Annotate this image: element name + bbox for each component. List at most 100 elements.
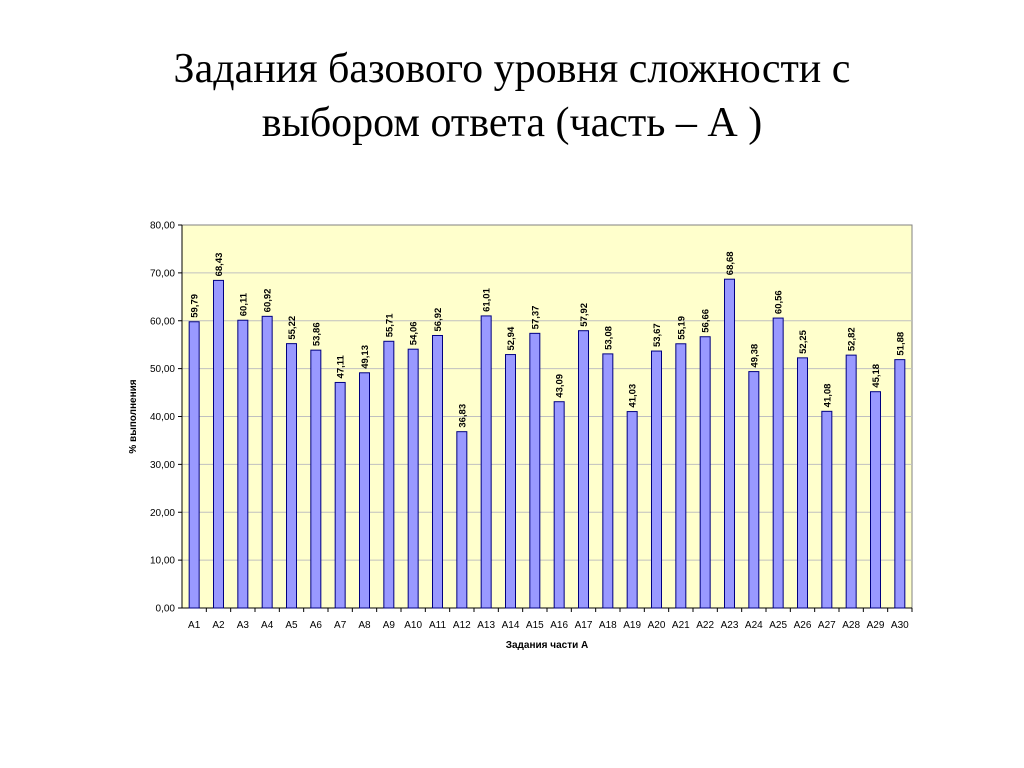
bar xyxy=(286,343,297,609)
y-tick-label: 0,00 xyxy=(156,604,176,615)
bar-value-label: 49,38 xyxy=(749,344,760,368)
x-tick-label: А1 xyxy=(188,620,201,631)
slide-title-line-2: выбором ответа (часть – А ) xyxy=(261,100,763,146)
bar-value-label: 55,19 xyxy=(676,316,687,340)
x-axis-title: Задания части А xyxy=(506,640,589,651)
bar-value-label: 60,92 xyxy=(263,289,274,313)
bar xyxy=(334,381,346,609)
x-tick-label: А15 xyxy=(526,620,544,631)
bar xyxy=(383,340,395,609)
bar-value-label: 52,25 xyxy=(798,329,809,353)
bar-value-label: 59,79 xyxy=(190,294,201,318)
bar xyxy=(748,371,760,609)
x-tick-label: А10 xyxy=(404,620,422,631)
x-tick-label: А25 xyxy=(769,620,787,631)
bar-value-label: 49,13 xyxy=(360,345,371,369)
x-tick-label: А6 xyxy=(310,620,323,631)
slide-title: Задания базового уровня сложности с выбо… xyxy=(0,42,1024,150)
y-tick-label: 80,00 xyxy=(150,221,175,232)
x-tick-label: А26 xyxy=(794,620,812,631)
y-tick-label: 20,00 xyxy=(150,508,175,519)
x-tick-label: А24 xyxy=(745,620,763,631)
x-tick-label: А30 xyxy=(891,620,909,631)
x-tick-label: А29 xyxy=(867,620,885,631)
x-tick-label: А17 xyxy=(575,620,593,631)
bar xyxy=(870,391,881,609)
x-tick-label: А19 xyxy=(623,620,641,631)
bar-value-label: 61,01 xyxy=(482,287,493,311)
x-tick-label: А2 xyxy=(212,620,225,631)
bar xyxy=(188,321,200,609)
bar xyxy=(724,278,735,609)
x-tick-label: А22 xyxy=(696,620,714,631)
bar-value-label: 41,08 xyxy=(822,384,833,408)
bar xyxy=(261,315,273,609)
x-tick-label: А13 xyxy=(477,620,495,631)
x-tick-label: А8 xyxy=(358,620,371,631)
bar-value-label: 68,43 xyxy=(214,253,225,277)
x-tick-label: А20 xyxy=(648,620,666,631)
y-axis-title: % выполнения xyxy=(128,379,139,453)
bar xyxy=(602,353,614,609)
bar-value-label: 36,83 xyxy=(457,404,468,428)
bar-value-label: 57,92 xyxy=(579,303,590,327)
bar xyxy=(578,330,589,609)
x-tick-label: А28 xyxy=(842,620,860,631)
bar xyxy=(237,319,249,609)
bar xyxy=(505,354,516,609)
bar xyxy=(432,334,443,609)
bar xyxy=(529,332,541,609)
bar-value-label: 68,68 xyxy=(725,251,736,275)
bar-value-label: 60,56 xyxy=(774,290,785,314)
bar-value-label: 57,37 xyxy=(530,306,541,330)
x-tick-label: А9 xyxy=(383,620,396,631)
bar-value-label: 45,18 xyxy=(871,364,882,388)
bar xyxy=(407,348,419,609)
x-tick-label: А18 xyxy=(599,620,617,631)
x-tick-label: А23 xyxy=(721,620,739,631)
bar xyxy=(845,354,857,609)
bar-value-label: 51,88 xyxy=(895,332,906,356)
bar-value-label: 56,92 xyxy=(433,308,444,332)
x-tick-label: А4 xyxy=(261,620,274,631)
bar xyxy=(797,357,808,609)
bar-value-label: 41,03 xyxy=(628,384,639,408)
bar-value-label: 56,66 xyxy=(701,309,712,333)
x-tick-label: А11 xyxy=(429,620,446,631)
x-tick-label: А3 xyxy=(237,620,250,631)
y-tick-label: 60,00 xyxy=(150,316,175,327)
bar xyxy=(310,349,322,609)
bar-value-label: 53,67 xyxy=(652,323,663,347)
x-tick-label: А5 xyxy=(285,620,298,631)
bar-value-label: 43,09 xyxy=(555,374,566,398)
bar-value-label: 55,22 xyxy=(287,316,298,340)
bar xyxy=(821,410,833,609)
x-tick-label: А21 xyxy=(672,620,690,631)
bar xyxy=(894,359,906,609)
bar-value-label: 47,11 xyxy=(336,354,347,378)
bar xyxy=(651,350,662,609)
bar-value-label: 55,71 xyxy=(384,313,395,337)
y-tick-label: 50,00 xyxy=(150,364,175,375)
bar xyxy=(626,411,638,609)
bar xyxy=(213,279,224,609)
x-tick-label: А14 xyxy=(502,620,520,631)
bar xyxy=(699,336,711,609)
y-tick-label: 40,00 xyxy=(150,412,175,423)
bar-value-label: 53,86 xyxy=(311,322,322,346)
x-tick-label: А12 xyxy=(453,620,471,631)
bar xyxy=(553,401,565,609)
x-tick-label: А27 xyxy=(818,620,836,631)
bar-value-label: 54,06 xyxy=(409,321,420,345)
bar xyxy=(772,317,784,609)
y-tick-label: 70,00 xyxy=(150,268,175,279)
bar xyxy=(456,431,468,609)
bar xyxy=(480,315,492,609)
y-tick-label: 10,00 xyxy=(150,556,175,567)
y-tick-label: 30,00 xyxy=(150,460,175,471)
x-tick-label: А7 xyxy=(334,620,347,631)
bar xyxy=(359,372,370,609)
bar-value-label: 52,94 xyxy=(506,326,517,350)
bar-value-label: 60,11 xyxy=(238,292,249,316)
